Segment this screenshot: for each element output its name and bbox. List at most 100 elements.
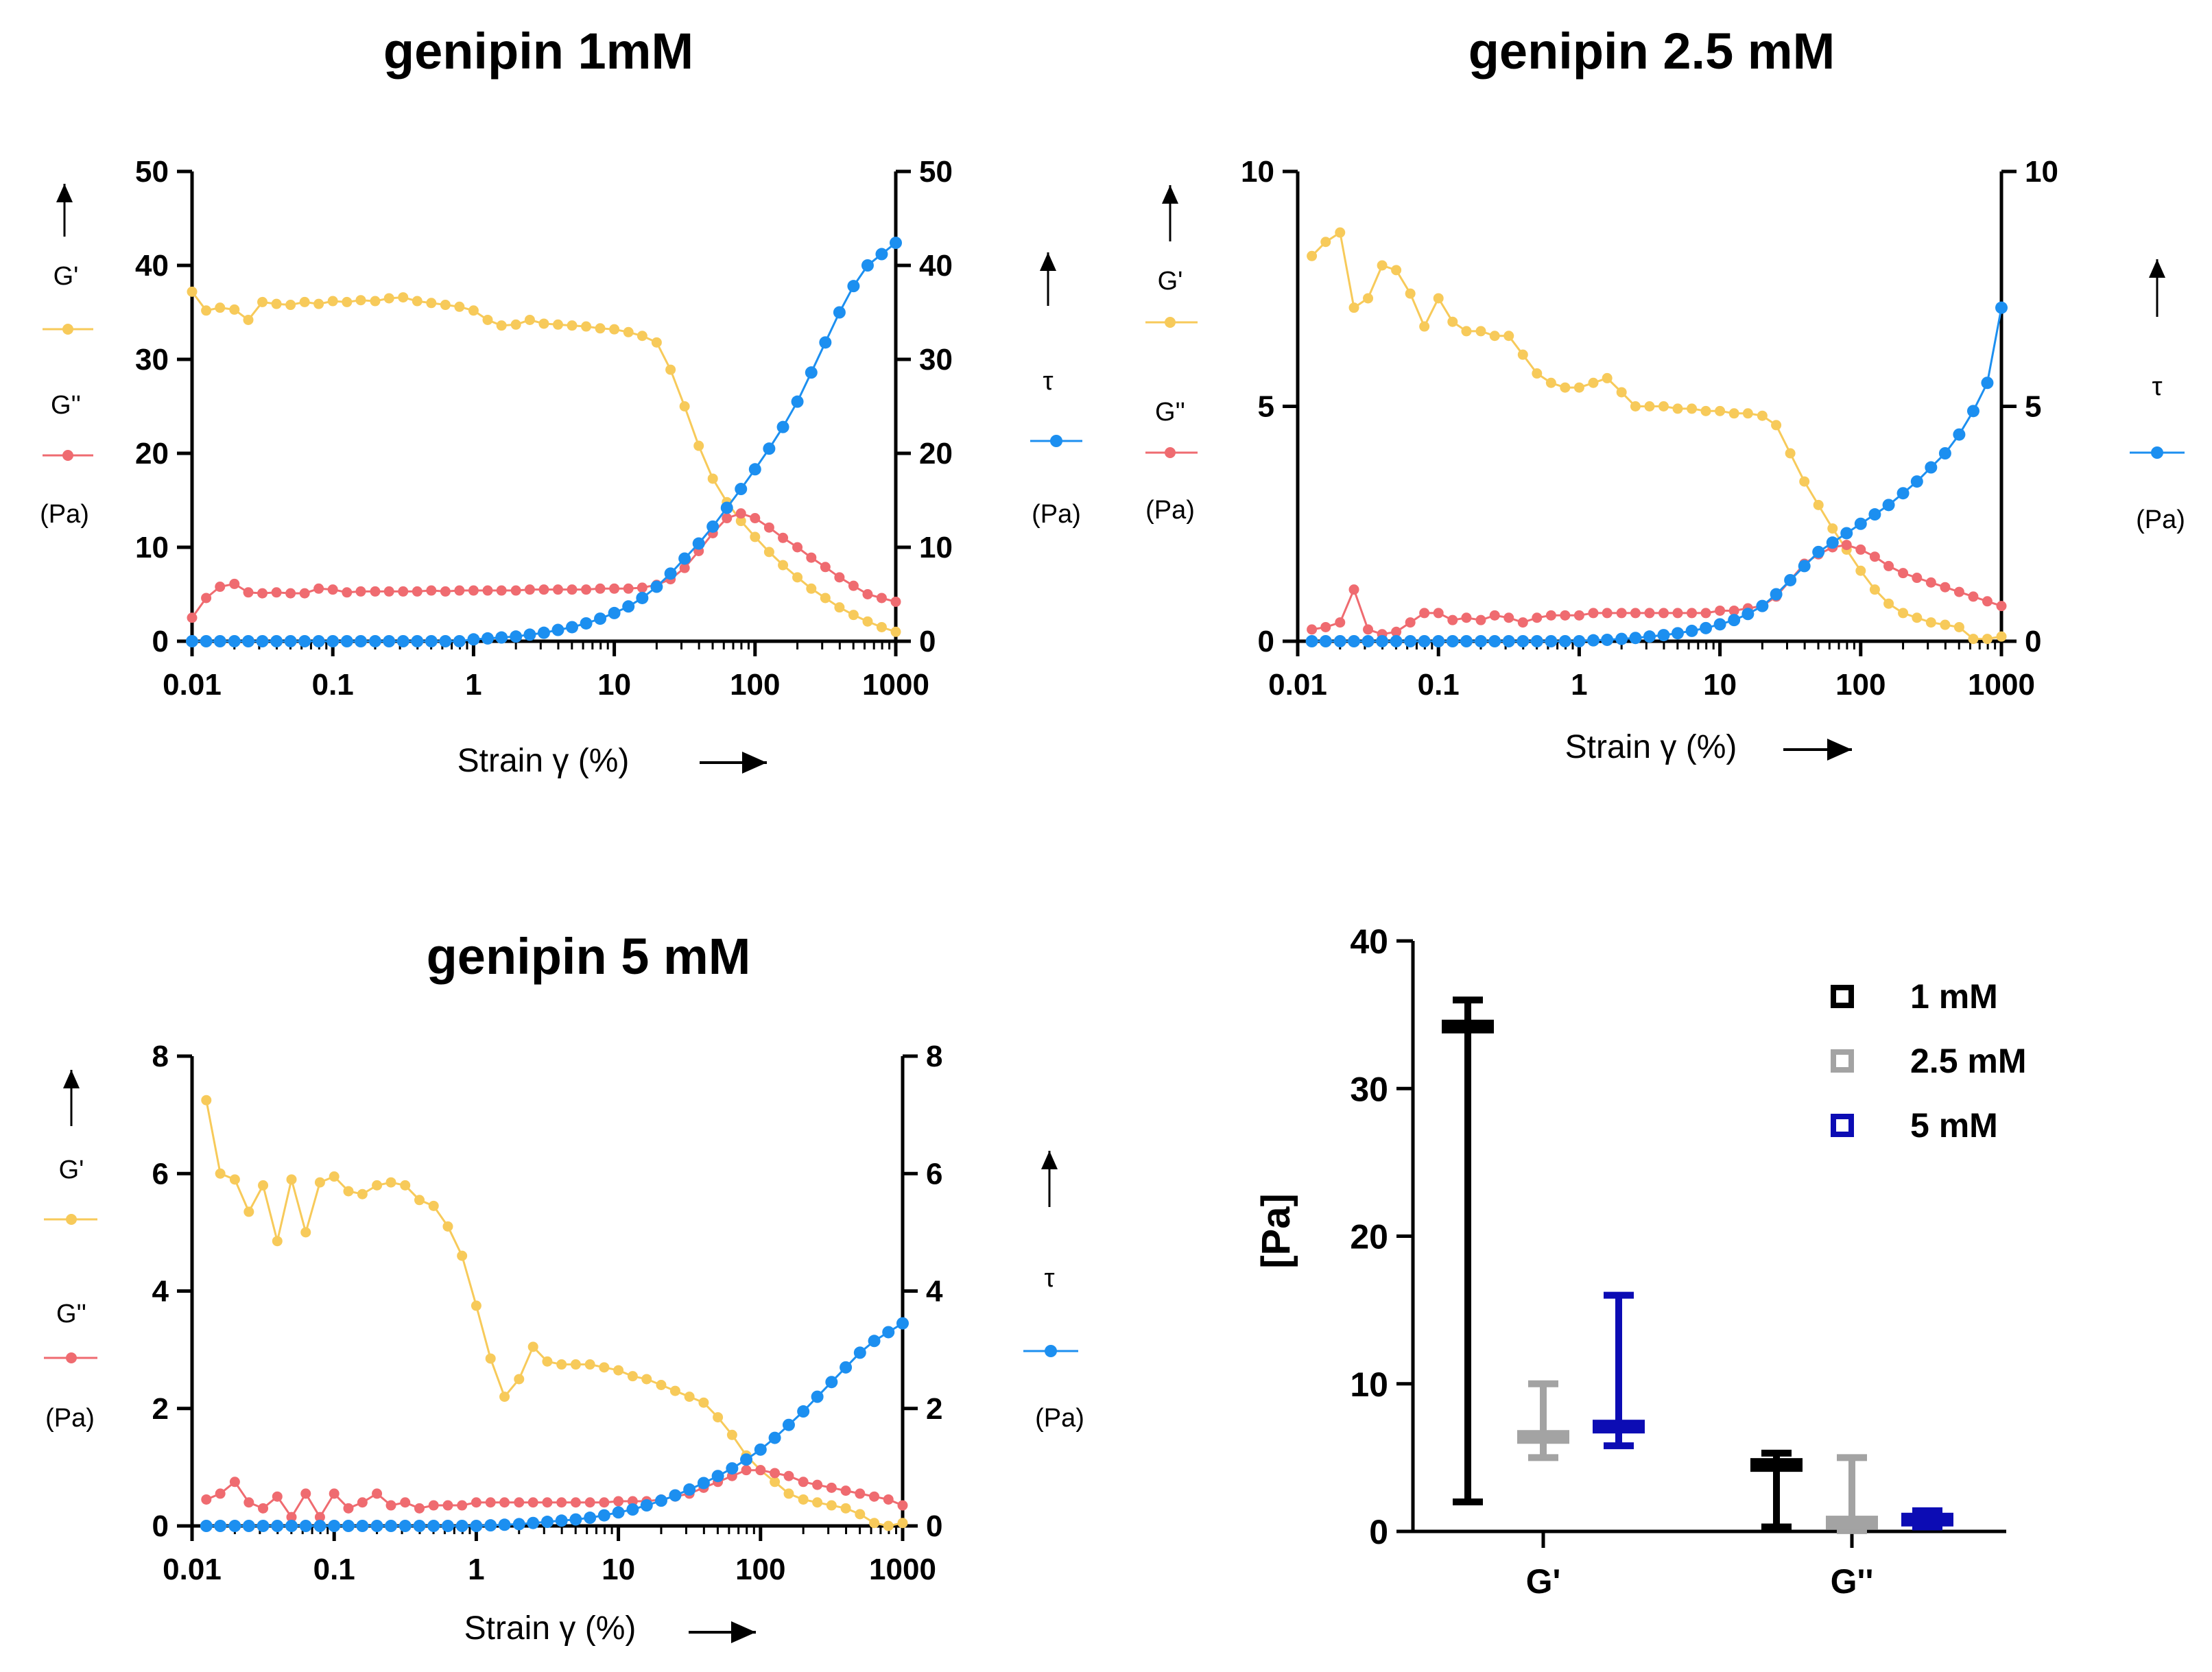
data-point: [1813, 499, 1824, 510]
panel-title: genipin 5 mM: [427, 928, 751, 985]
y-tick-label: 0: [1369, 1513, 1388, 1551]
data-point: [1503, 331, 1514, 342]
data-point: [482, 585, 493, 596]
data-point: [876, 593, 887, 604]
x-tick-label: 100: [730, 668, 780, 702]
data-point: [706, 520, 720, 533]
data-point: [848, 610, 859, 621]
data-point: [640, 1499, 653, 1512]
data-point: [1855, 565, 1866, 576]
x-tick-label: 10: [1703, 668, 1737, 702]
x-tick-label: 1000: [862, 668, 929, 702]
data-point: [1953, 621, 1964, 632]
data-point: [594, 612, 607, 625]
data-point: [1560, 610, 1571, 621]
data-point: [242, 1520, 255, 1532]
data-point: [514, 1374, 525, 1385]
data-point: [641, 1374, 652, 1385]
data-point: [1615, 632, 1628, 645]
x-tick-label: 0.1: [313, 1553, 355, 1586]
x-tick-label: 1: [465, 668, 481, 702]
panel-genipin-2-5mM: genipin 2.5 mM Strain γ (%) G' G'' (Pa) …: [1145, 23, 2185, 765]
data-point: [735, 508, 746, 519]
left-legend: G' G'' (Pa): [40, 184, 93, 529]
data-point: [455, 1520, 468, 1532]
data-point: [510, 630, 523, 643]
data-point: [1657, 629, 1670, 642]
data-point: [847, 280, 860, 293]
data-point: [1305, 635, 1318, 647]
data-point: [201, 593, 212, 604]
data-point: [825, 1376, 838, 1389]
data-point: [426, 298, 437, 309]
data-point: [778, 560, 789, 571]
data-point: [1728, 605, 1739, 616]
data-point: [1996, 601, 2007, 612]
data-point: [413, 1520, 426, 1532]
data-point: [1784, 573, 1797, 586]
data-point: [1307, 250, 1318, 261]
data-point: [214, 1520, 227, 1532]
data-point: [471, 1300, 481, 1311]
series-line: [191, 291, 896, 633]
data-point: [713, 1412, 724, 1423]
data-point: [1968, 634, 1979, 645]
legend-tau-unit: (Pa): [2136, 505, 2185, 534]
y-right-tick-label: 0: [926, 1509, 942, 1543]
data-point: [741, 1465, 752, 1476]
data-point: [623, 326, 634, 337]
data-point: [343, 1186, 354, 1197]
data-point: [1912, 612, 1923, 623]
data-point: [1616, 608, 1627, 619]
data-point: [1644, 401, 1655, 411]
data-point: [811, 1390, 824, 1403]
data-point: [1854, 517, 1867, 530]
legend-g2-label: G'': [51, 391, 81, 420]
data-point: [372, 1180, 383, 1191]
mean-bar: [1826, 1516, 1878, 1530]
data-point: [840, 1485, 851, 1496]
data-point: [1700, 608, 1711, 619]
legend-g1-label: G': [59, 1156, 84, 1184]
data-point: [510, 585, 521, 596]
x-axis-label: Strain γ (%): [464, 1610, 637, 1647]
data-point: [454, 585, 465, 596]
data-point: [613, 1365, 624, 1376]
data-point: [791, 395, 804, 408]
data-point: [567, 320, 578, 331]
y-left-tick-label: 0: [152, 625, 169, 658]
data-point: [286, 1174, 297, 1185]
data-point: [735, 516, 746, 527]
data-point: [826, 1500, 837, 1511]
y-tick-label: 20: [1350, 1218, 1388, 1256]
data-point: [896, 1317, 909, 1330]
data-point: [1672, 608, 1683, 619]
legend-g2-label: G'': [1155, 398, 1185, 427]
data-point: [1461, 326, 1472, 337]
data-point: [1447, 316, 1458, 327]
data-point: [862, 616, 873, 627]
x-tick-label: 1000: [1968, 668, 2035, 702]
data-point: [679, 401, 690, 411]
data-point: [1545, 610, 1556, 621]
data-point: [442, 1221, 453, 1232]
mean-bar: [1593, 1420, 1645, 1434]
data-point: [414, 1503, 425, 1514]
data-point: [229, 1174, 240, 1185]
data-point: [656, 1380, 667, 1390]
data-point: [187, 612, 198, 623]
data-point: [411, 635, 424, 647]
data-point: [342, 1520, 355, 1532]
data-point: [467, 633, 480, 646]
series-line: [206, 1322, 903, 1527]
data-point: [1912, 573, 1923, 584]
panel-genipin-5mM: genipin 5 mM Strain γ (%) G' G'' (Pa) τ …: [44, 928, 1084, 1647]
left-legend: G' G'' (Pa): [44, 1070, 97, 1433]
panel-genipin-1mM: genipin 1mM Strain γ (%) G' G'' (Pa) τ (…: [40, 23, 1082, 779]
data-point: [1475, 614, 1486, 625]
x-tick-label: 10: [597, 668, 631, 702]
data-point: [243, 1497, 254, 1508]
data-point: [750, 532, 761, 542]
data-point: [552, 584, 563, 595]
data-point: [1995, 301, 2008, 314]
